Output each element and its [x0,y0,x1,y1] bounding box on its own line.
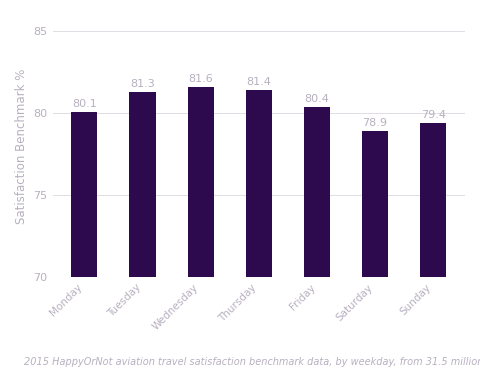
Bar [72,112,97,277]
Bar [304,107,330,277]
Bar [246,90,272,277]
Bar [362,131,388,277]
Bar [188,87,214,277]
Text: 81.3: 81.3 [130,79,155,89]
Y-axis label: Satisfaction Benchmark %: Satisfaction Benchmark % [15,69,28,224]
Text: 80.4: 80.4 [304,94,329,104]
Text: 79.4: 79.4 [420,110,445,120]
Bar [420,123,446,277]
Text: 80.1: 80.1 [72,99,97,109]
Text: 81.4: 81.4 [246,77,271,87]
Text: 2015 HappyOrNot aviation travel satisfaction benchmark data, by weekday, from 31: 2015 HappyOrNot aviation travel satisfac… [24,357,480,367]
Bar [130,92,156,277]
Text: 81.6: 81.6 [188,74,213,84]
Text: 78.9: 78.9 [362,118,387,128]
